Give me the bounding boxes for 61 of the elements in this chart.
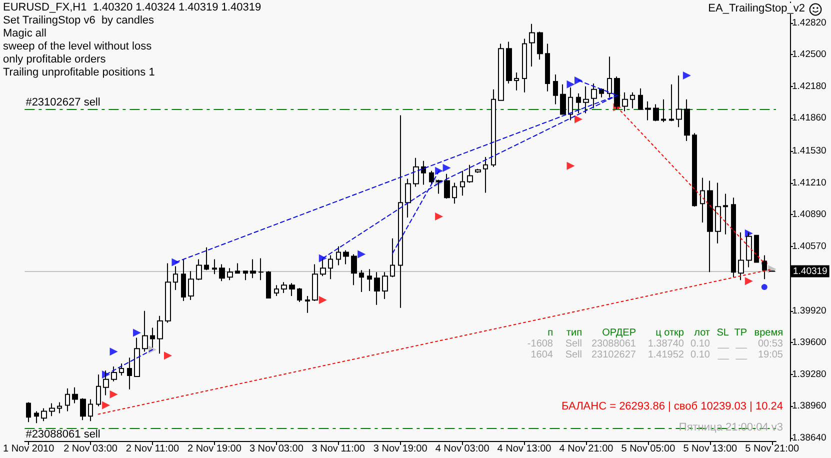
annotation: 23102627 bbox=[592, 350, 636, 360]
annotation: __ bbox=[734, 338, 748, 350]
annotation: EA_TrailingStop_v2 bbox=[708, 2, 805, 14]
ref-line-label: 1.40319 bbox=[793, 266, 828, 277]
annotation: SL bbox=[716, 328, 730, 338]
x-tick-label: 2 Nov 03:00 bbox=[64, 444, 118, 454]
annotation: -1608 bbox=[527, 338, 554, 350]
annotation: Sell bbox=[565, 350, 582, 360]
annotation: __ bbox=[716, 338, 730, 350]
x-tick-label: 3 Nov 03:00 bbox=[249, 444, 304, 454]
ref-line-label: #23102627 sell bbox=[26, 96, 100, 109]
y-tick-label: 1.40890 bbox=[792, 209, 826, 220]
annotation: 0.10 bbox=[690, 338, 710, 350]
annotation: 23088061 bbox=[592, 338, 636, 350]
y-tick-label: 1.41210 bbox=[792, 177, 826, 188]
x-tick-label: 2 Nov 11:00 bbox=[126, 444, 180, 454]
y-tick-label: 1.39280 bbox=[792, 368, 826, 380]
annotation: Set TrailingStop v6 by candles bbox=[3, 14, 155, 26]
annotation: Sell bbox=[565, 338, 582, 350]
annotation: 19:05 bbox=[758, 350, 784, 360]
annotation: ОРДЕР bbox=[602, 328, 636, 338]
annotation: 00:53 bbox=[758, 338, 784, 350]
y-tick-label: 1.39920 bbox=[792, 305, 826, 316]
annotation: __ bbox=[716, 350, 730, 360]
x-tick-label: 2 Nov 19:00 bbox=[187, 444, 242, 454]
x-tick-label: 4 Nov 21:00 bbox=[559, 444, 614, 454]
annotation: only profitable orders bbox=[3, 54, 106, 66]
annotation: sweep of the level without loss bbox=[3, 40, 152, 52]
annotation: БАЛАНС = 26293.86 | своб 10239.03 | 10.24 bbox=[562, 400, 783, 412]
y-tick-label: 1.38640 bbox=[792, 432, 826, 444]
x-tick-label: 1 Nov 2010 bbox=[2, 444, 55, 454]
y-tick-label: 1.42820 bbox=[792, 17, 826, 28]
annotation: 0.10 bbox=[690, 350, 710, 360]
annotation: 1.41952 bbox=[648, 350, 684, 360]
annotation: тип bbox=[566, 328, 582, 338]
x-tick-label: 3 Nov 19:00 bbox=[373, 444, 428, 454]
y-tick-label: 1.42180 bbox=[792, 80, 826, 92]
annotation: п bbox=[548, 328, 553, 338]
y-tick-label: 1.38960 bbox=[792, 400, 826, 412]
chart-title: EURUSD_FX,H1 1.40320 1.40324 1.40319 1.40319 bbox=[3, 2, 262, 14]
annotation: Trailing unprofitable positions 1 bbox=[3, 66, 155, 78]
annotation: 1.38740 bbox=[648, 338, 684, 350]
x-tick-label: 5 Nov 13:00 bbox=[683, 444, 738, 454]
x-tick-label: 5 Nov 21:00 bbox=[745, 444, 800, 454]
y-tick-label: 1.39600 bbox=[792, 337, 826, 348]
x-tick-label: 4 Nov 03:00 bbox=[435, 444, 490, 454]
annotation: __ bbox=[734, 350, 748, 360]
annotation: Magic all bbox=[3, 28, 46, 40]
annotation: ц откр bbox=[656, 328, 684, 338]
x-tick-label: 3 Nov 11:00 bbox=[312, 444, 366, 454]
annotation: время bbox=[754, 328, 783, 338]
annotation: лот bbox=[694, 328, 710, 338]
annotation: 1604 bbox=[530, 350, 554, 360]
ref-line-label: #23088061 sell bbox=[26, 428, 100, 441]
y-tick-label: 1.41860 bbox=[792, 112, 826, 124]
x-tick-label: 4 Nov 13:00 bbox=[497, 444, 552, 454]
y-tick-label: 1.40570 bbox=[792, 240, 826, 252]
y-tick-label: 1.41530 bbox=[792, 145, 826, 156]
y-tick-label: 1.42500 bbox=[792, 49, 826, 60]
annotation: TP bbox=[734, 328, 748, 338]
x-tick-label: 5 Nov 05:00 bbox=[621, 444, 676, 454]
